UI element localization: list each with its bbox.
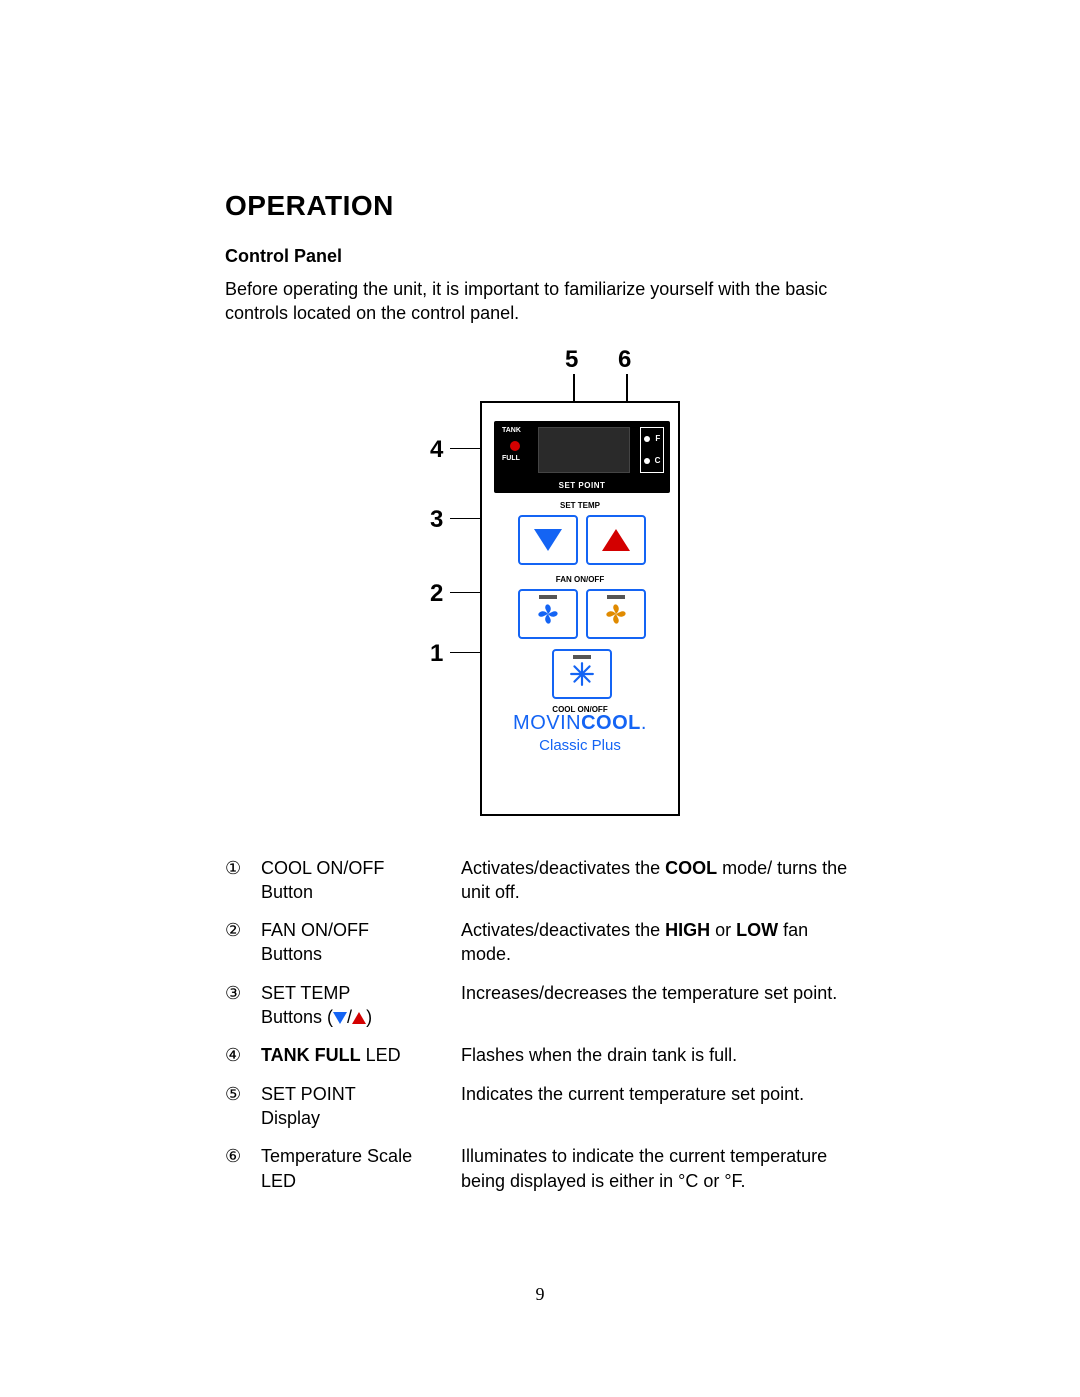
legend-number: ⑥: [225, 1144, 261, 1193]
fan-high-button[interactable]: [518, 589, 578, 639]
legend-table: ①COOL ON/OFFButtonActivates/deactivates …: [225, 856, 855, 1193]
legend-row: ⑥Temperature ScaleLEDIlluminates to indi…: [225, 1144, 855, 1193]
legend-description: Activates/deactivates the HIGH or LOW fa…: [461, 918, 855, 967]
callout-3: 3: [430, 506, 443, 534]
legend-row: ①COOL ON/OFFButtonActivates/deactivates …: [225, 856, 855, 905]
fan-low-button[interactable]: [586, 589, 646, 639]
fan-high-icon: [535, 601, 561, 627]
control-panel-diagram: 1 2 3 4 5 6 TANK FULL: [370, 346, 710, 826]
callout-1: 1: [430, 640, 443, 668]
fan-low-icon: [603, 601, 629, 627]
snowflake-icon: [569, 661, 595, 687]
legend-name: COOL ON/OFFButton: [261, 856, 461, 905]
temp-up-button[interactable]: [586, 515, 646, 565]
callout-4: 4: [430, 436, 443, 464]
cool-onoff-button[interactable]: [552, 649, 612, 699]
brand-movin: MOVIN: [513, 712, 581, 734]
cool-indicator: [573, 655, 591, 659]
page-number: 9: [0, 1284, 1080, 1305]
fan-high-indicator: [539, 595, 557, 599]
triangle-up-icon: [602, 529, 630, 551]
legend-description: Illuminates to indicate the current temp…: [461, 1144, 855, 1193]
legend-description: Flashes when the drain tank is full.: [461, 1043, 855, 1067]
section-subheading: Control Panel: [225, 246, 855, 267]
legend-row: ③SET TEMPButtons (/)Increases/decreases …: [225, 981, 855, 1030]
legend-description: Increases/decreases the temperature set …: [461, 981, 855, 1030]
legend-row: ⑤SET POINTDisplayIndicates the current t…: [225, 1082, 855, 1131]
full-label: FULL: [502, 455, 520, 462]
page-content: OPERATION Control Panel Before operating…: [225, 190, 855, 1207]
scale-c-row: C: [641, 450, 663, 472]
legend-description: Indicates the current temperature set po…: [461, 1082, 855, 1131]
legend-number: ⑤: [225, 1082, 261, 1131]
legend-name: SET TEMPButtons (/): [261, 981, 461, 1030]
legend-row: ②FAN ON/OFFButtonsActivates/deactivates …: [225, 918, 855, 967]
scale-c-label: C: [655, 456, 661, 465]
callout-6: 6: [618, 346, 631, 374]
legend-row: ④TANK FULL LEDFlashes when the drain tan…: [225, 1043, 855, 1067]
diagram-container: 1 2 3 4 5 6 TANK FULL: [225, 346, 855, 826]
triangle-down-icon: [333, 1012, 347, 1024]
triangle-up-icon: [352, 1012, 366, 1024]
led-dot-f: [644, 436, 650, 442]
legend-name: FAN ON/OFFButtons: [261, 918, 461, 967]
legend-number: ③: [225, 981, 261, 1030]
display-area: TANK FULL F C SET POINT: [494, 421, 670, 493]
tank-label: TANK: [502, 427, 521, 434]
legend-name: SET POINTDisplay: [261, 1082, 461, 1131]
brand-line-1: MOVINCOOL.: [482, 712, 678, 735]
set-point-display: [538, 427, 630, 473]
temp-down-button[interactable]: [518, 515, 578, 565]
callout-5: 5: [565, 346, 578, 374]
intro-text: Before operating the unit, it is importa…: [225, 277, 855, 326]
legend-name-extra: Buttons (/): [261, 1005, 451, 1029]
legend-name: Temperature ScaleLED: [261, 1144, 461, 1193]
temp-scale-led: F C: [640, 427, 664, 473]
scale-f-row: F: [641, 428, 663, 450]
legend-number: ①: [225, 856, 261, 905]
scale-f-label: F: [655, 434, 660, 443]
legend-number: ②: [225, 918, 261, 967]
page-heading: OPERATION: [225, 190, 855, 222]
led-dot-c: [644, 458, 650, 464]
brand-dot: .: [641, 712, 647, 734]
brand-cool: COOL: [581, 712, 641, 734]
legend-description: Activates/deactivates the COOL mode/ tur…: [461, 856, 855, 905]
brand-model: Classic Plus: [482, 737, 678, 754]
set-temp-section-label: SET TEMP: [482, 501, 678, 510]
control-panel: TANK FULL F C SET POINT: [480, 401, 680, 816]
triangle-down-icon: [534, 529, 562, 551]
set-point-label: SET POINT: [494, 481, 670, 490]
fan-onoff-section-label: FAN ON/OFF: [482, 575, 678, 584]
brand-block: MOVINCOOL. Classic Plus: [482, 712, 678, 754]
tank-full-led: [510, 441, 520, 451]
legend-number: ④: [225, 1043, 261, 1067]
callout-2: 2: [430, 580, 443, 608]
legend-name: TANK FULL LED: [261, 1043, 461, 1067]
fan-low-indicator: [607, 595, 625, 599]
